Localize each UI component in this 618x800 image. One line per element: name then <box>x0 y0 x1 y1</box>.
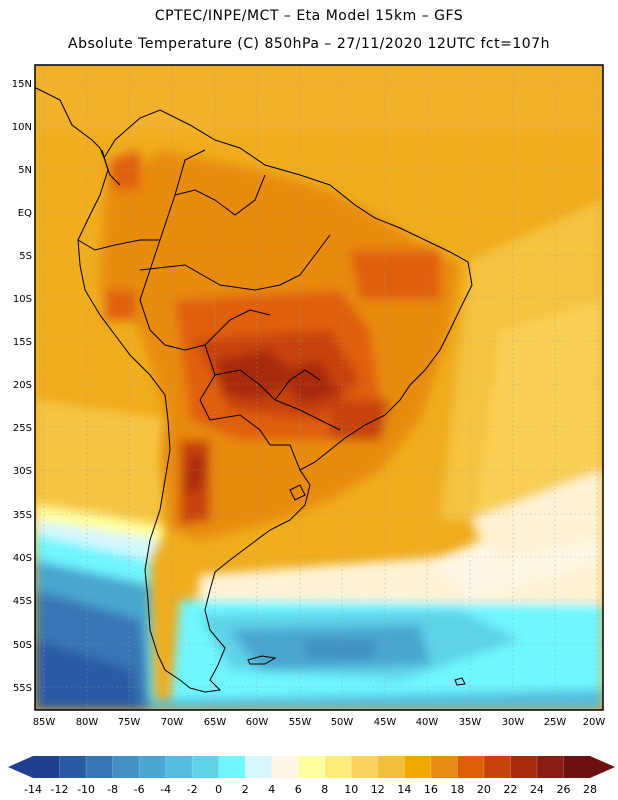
colorbar-label: 8 <box>321 783 328 796</box>
colorbar-swatch <box>298 756 326 778</box>
lat-label: 5S <box>19 251 32 262</box>
lon-label: 35W <box>459 717 482 728</box>
colorbar-label: 2 <box>242 783 249 796</box>
colorbar-label: 16 <box>424 783 438 796</box>
lat-label: 45S <box>13 596 32 607</box>
lat-label: 25S <box>13 423 32 434</box>
lat-label: 40S <box>13 553 32 564</box>
colorbar-swatch <box>324 756 352 778</box>
lon-label: 70W <box>161 717 184 728</box>
lon-label: 85W <box>33 717 56 728</box>
colorbar-swatch <box>271 756 299 778</box>
lat-label: 20S <box>13 380 32 391</box>
map-frame <box>34 64 604 711</box>
colorbar-arrow-left <box>8 756 33 778</box>
colorbar-swatch <box>563 756 591 778</box>
colorbar-label: 24 <box>530 783 544 796</box>
colorbar-swatch <box>377 756 405 778</box>
colorbar-label: -8 <box>107 783 118 796</box>
colorbar-label: 26 <box>556 783 570 796</box>
lon-label: 40W <box>416 717 439 728</box>
lon-label: 30W <box>502 717 525 728</box>
map-title-line2: Absolute Temperature (C) 850hPa – 27/11/… <box>68 36 550 52</box>
lat-label: 15N <box>12 79 32 90</box>
grid-lines <box>35 65 603 710</box>
colorbar-label: -2 <box>187 783 198 796</box>
coastlines <box>35 87 473 693</box>
colorbar-swatch <box>112 756 140 778</box>
lat-label: 35S <box>13 510 32 521</box>
colorbar-label: 14 <box>397 783 411 796</box>
colorbar-swatch <box>165 756 193 778</box>
colorbar-arrow-right <box>590 756 615 778</box>
lon-label: 65W <box>204 717 227 728</box>
colorbar-label: 12 <box>371 783 385 796</box>
colorbar-label: 10 <box>344 783 358 796</box>
colorbar-swatch <box>510 756 538 778</box>
colorbar-label: 18 <box>450 783 464 796</box>
lat-axis: 15N 10N 5N EQ 5S 10S 15S 20S 25S 30S 35S… <box>12 79 32 694</box>
lat-label: 5N <box>18 165 32 176</box>
lon-label: 25W <box>544 717 567 728</box>
lon-label: 75W <box>118 717 141 728</box>
colorbar-label: -12 <box>51 783 69 796</box>
lat-label: 10S <box>13 294 32 305</box>
lat-label: 55S <box>13 683 32 694</box>
colorbar-swatch <box>351 756 379 778</box>
colorbar: -14 -12 -10 -8 -6 -4 -2 0 2 4 6 8 10 12 14 16 18 20 22 24 26… <box>8 756 615 796</box>
lon-label: 60W <box>246 717 269 728</box>
colorbar-swatch <box>86 756 114 778</box>
lat-label: 15S <box>13 337 32 348</box>
colorbar-swatch <box>430 756 458 778</box>
temperature-field <box>35 65 603 710</box>
colorbar-swatch <box>59 756 87 778</box>
colorbar-label: -14 <box>24 783 42 796</box>
colorbar-label: 20 <box>477 783 491 796</box>
lat-label: EQ <box>18 208 32 219</box>
colorbar-swatch <box>483 756 511 778</box>
colorbar-swatch <box>457 756 485 778</box>
colorbar-label: -4 <box>160 783 171 796</box>
colorbar-swatch <box>33 756 61 778</box>
colorbar-label: -6 <box>134 783 145 796</box>
lon-label: 50W <box>331 717 354 728</box>
colorbar-label: 28 <box>583 783 597 796</box>
colorbar-label: -10 <box>77 783 95 796</box>
map-title-line1: CPTEC/INPE/MCT – Eta Model 15km – GFS <box>154 8 464 24</box>
colorbar-label: 0 <box>215 783 222 796</box>
lat-label: 30S <box>13 466 32 477</box>
lon-label: 55W <box>289 717 312 728</box>
colorbar-swatch <box>139 756 167 778</box>
colorbar-swatch <box>404 756 432 778</box>
colorbar-label: 22 <box>503 783 517 796</box>
lon-axis: 85W 80W 75W 70W 65W 60W 55W 50W 45W 40W … <box>33 717 606 728</box>
lat-label: 10N <box>12 122 32 133</box>
colorbar-swatch <box>536 756 564 778</box>
lon-label: 80W <box>76 717 99 728</box>
colorbar-swatch <box>192 756 220 778</box>
lat-label: 50S <box>13 640 32 651</box>
colorbar-label: 4 <box>268 783 275 796</box>
lon-label: 20W <box>583 717 606 728</box>
colorbar-label: 6 <box>295 783 302 796</box>
lon-label: 45W <box>374 717 397 728</box>
colorbar-swatch <box>245 756 273 778</box>
colorbar-swatch <box>218 756 246 778</box>
